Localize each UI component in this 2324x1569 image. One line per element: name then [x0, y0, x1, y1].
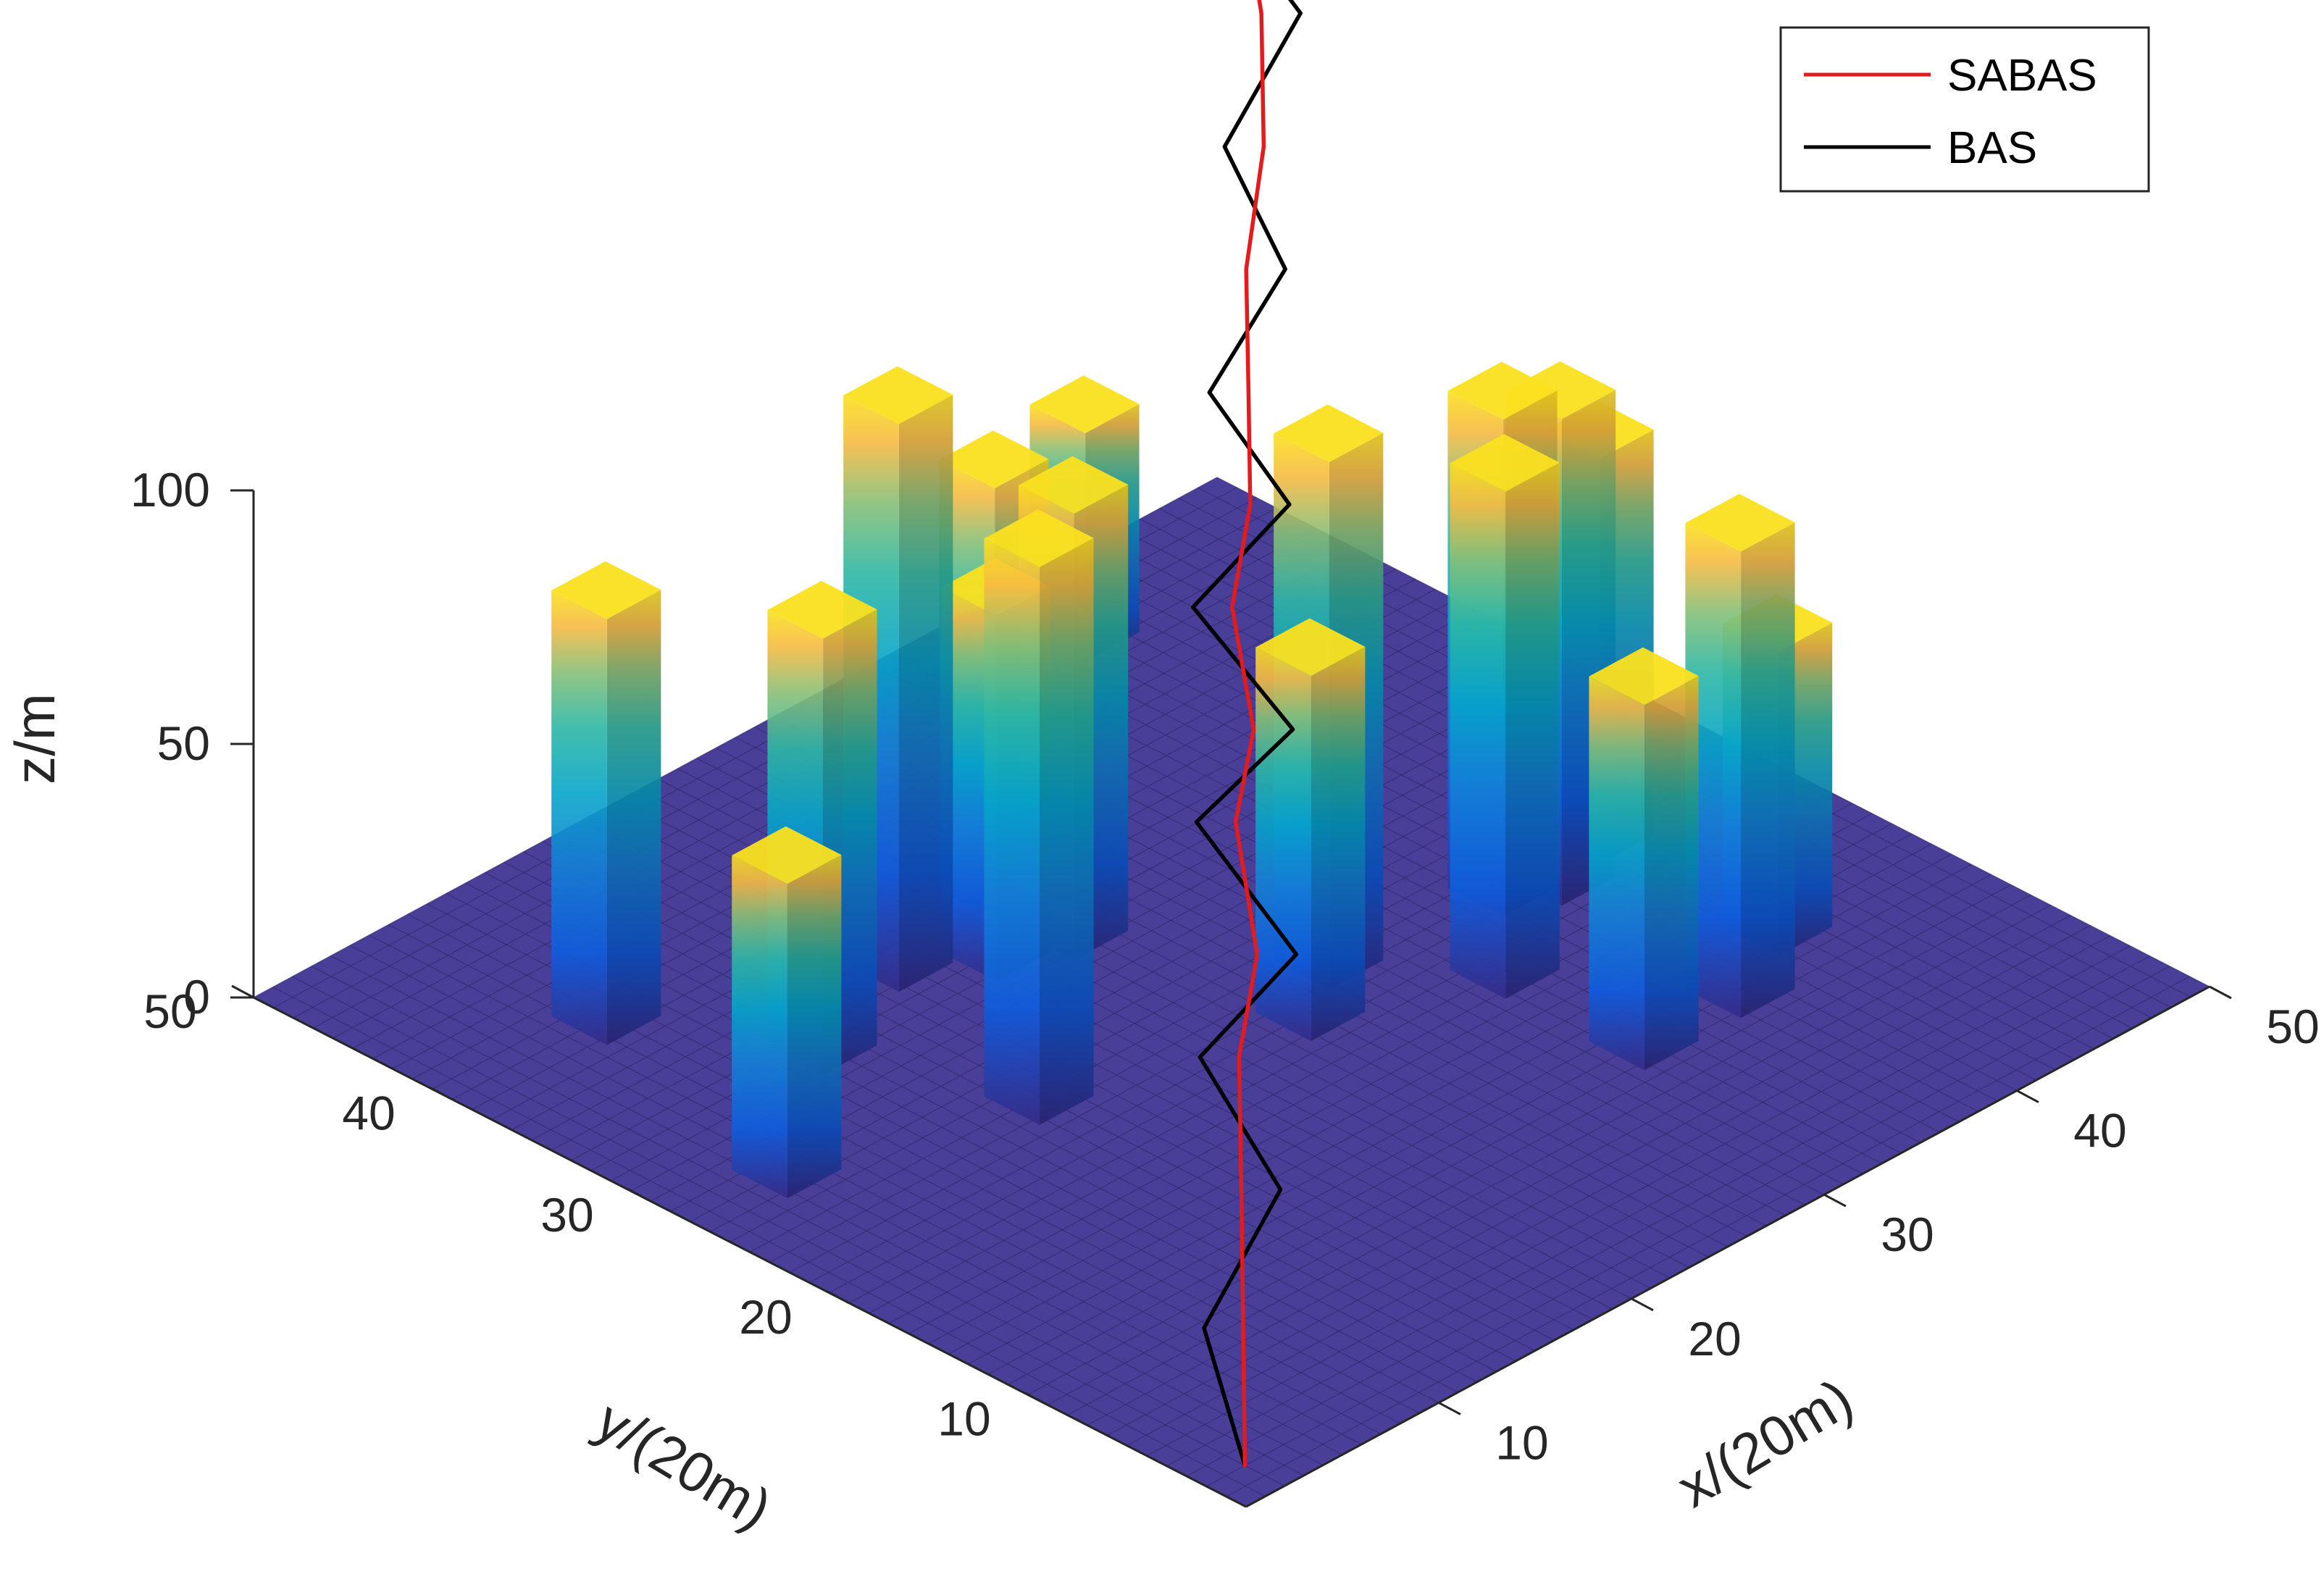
y-tick-label: 20: [739, 1290, 792, 1344]
x-tick-label: 20: [1688, 1312, 1741, 1365]
z-tick-label: 50: [157, 716, 210, 770]
y-axis-line: [253, 996, 1247, 1508]
x-tick: [1823, 1193, 1847, 1208]
x-axis-line: [1245, 985, 2210, 1508]
z-tick-label: 100: [130, 463, 210, 516]
obstacle-top: [1447, 361, 1558, 420]
y-axis-title: y/(20m): [585, 1388, 782, 1541]
obstacle-top: [843, 366, 953, 424]
y-tick: [231, 984, 254, 999]
paths: [1191, 0, 1303, 1468]
obstacle-face-front-right: [1040, 537, 1094, 1125]
x-tick-label: 40: [2073, 1104, 2126, 1158]
y-tick-label: 50: [143, 984, 196, 1038]
obstacle-column: [732, 826, 842, 1199]
x-tick: [2209, 985, 2232, 1000]
obstacle-face-front-right: [1505, 462, 1560, 999]
obstacle-top: [732, 826, 842, 884]
y-tick: [827, 1290, 850, 1305]
series-line-sabas: [1230, 0, 1266, 1468]
obstacle-face-front-right: [1644, 676, 1699, 1071]
obstacle-top: [1685, 493, 1795, 552]
obstacle-column: [1255, 618, 1366, 1042]
obstacle-column: [1450, 434, 1560, 999]
x-tick: [2016, 1089, 2039, 1103]
legend-label-bas: BAS: [1947, 123, 2037, 173]
obstacle-column: [1685, 493, 1795, 1018]
z-tick-label: 0: [183, 970, 210, 1024]
y-tick: [430, 1087, 453, 1100]
obstacle-face-front-right: [898, 395, 953, 992]
legend-box: [1779, 26, 2150, 193]
obstacle-top: [1029, 375, 1140, 433]
obstacle-top: [551, 561, 661, 619]
obstacle-column: [984, 509, 1094, 1125]
obstacle-top: [1255, 618, 1366, 677]
x-tick: [1438, 1402, 1461, 1415]
obstacle-face-front-left: [551, 590, 607, 1045]
obstacle-top: [1506, 361, 1616, 419]
obstacle-face-front-left: [1685, 523, 1742, 1018]
obstacle-top: [1019, 456, 1129, 514]
legend: SABAS BAS: [1779, 26, 2150, 193]
x-tick: [1631, 1297, 1654, 1312]
obstacle-face-front-right: [606, 590, 661, 1045]
obstacle-face-front-left: [940, 587, 997, 982]
x-tick-label: 10: [1495, 1415, 1548, 1469]
y-tick-label: 10: [937, 1392, 990, 1445]
obstacle-face-front-right: [787, 855, 842, 1199]
y-tick: [1025, 1392, 1048, 1406]
obstacle-top: [1274, 404, 1384, 462]
obstacles: [551, 361, 1833, 1199]
obstacle-top: [767, 580, 877, 639]
obstacle-face-front-right: [1741, 522, 1795, 1018]
obstacle-face-front-left: [732, 855, 787, 1199]
obstacle-top: [1450, 434, 1560, 492]
x-axis-title: x/(20m): [1666, 1366, 1863, 1520]
y-tick: [628, 1188, 651, 1202]
z-axis-title: z/m: [3, 693, 67, 784]
obstacle-face-front-right: [1311, 646, 1366, 1042]
obstacle-face-front-left: [1589, 676, 1645, 1071]
obstacle-top: [1589, 647, 1699, 706]
obstacle-top: [984, 509, 1094, 567]
x-tick-label: 50: [2266, 1000, 2319, 1053]
x-tick-label: 30: [1881, 1208, 1934, 1261]
obstacle-face-front-left: [1450, 463, 1506, 999]
obstacle-face-front-left: [1255, 647, 1311, 1042]
y-tick-label: 40: [342, 1087, 395, 1140]
obstacle-column: [551, 561, 661, 1045]
obstacle-column: [1589, 647, 1699, 1071]
legend-label-sabas: SABAS: [1947, 51, 2097, 101]
obstacle-top: [939, 430, 1049, 488]
y-tick-label: 30: [540, 1188, 593, 1242]
obstacle-face-front-left: [984, 538, 1040, 1125]
